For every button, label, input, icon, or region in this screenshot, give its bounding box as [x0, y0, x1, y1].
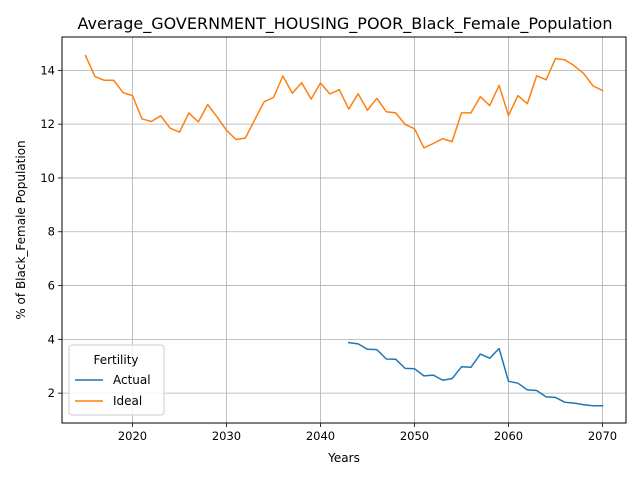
legend-label-ideal: Ideal — [113, 394, 142, 408]
axis-ticks: 2020 2030 2040 2050 2060 2070 2 4 6 8 10 12 14 — [40, 63, 617, 443]
series-line-ideal — [84, 54, 604, 149]
legend: Fertility Actual Ideal — [68, 344, 165, 416]
gridlines — [62, 37, 626, 423]
x-tick-label: 2030 — [212, 429, 241, 443]
series-line-actual — [347, 341, 604, 407]
y-tick-label: 14 — [40, 63, 55, 77]
legend-title: Fertility — [93, 353, 138, 367]
y-tick-label: 10 — [40, 171, 55, 185]
y-tick-label: 4 — [48, 332, 55, 346]
y-tick-label: 12 — [40, 117, 55, 131]
legend-box — [68, 344, 165, 416]
y-tick-label: 6 — [48, 279, 55, 293]
x-tick-label: 2050 — [400, 429, 429, 443]
chart-title: Average_GOVERNMENT_HOUSING_POOR_Black_Fe… — [78, 14, 613, 34]
y-tick-label: 8 — [48, 225, 55, 239]
y-axis-label: % of Black_Female Population — [14, 140, 28, 319]
x-tick-label: 2020 — [118, 429, 147, 443]
x-tick-label: 2070 — [588, 429, 617, 443]
legend-label-actual: Actual — [113, 373, 151, 387]
series-lines — [84, 54, 604, 407]
x-tick-label: 2040 — [306, 429, 335, 443]
plot-area-frame — [61, 36, 627, 424]
x-tick-label: 2060 — [494, 429, 523, 443]
x-axis-label: Years — [327, 451, 360, 465]
y-tick-label: 2 — [48, 386, 55, 400]
